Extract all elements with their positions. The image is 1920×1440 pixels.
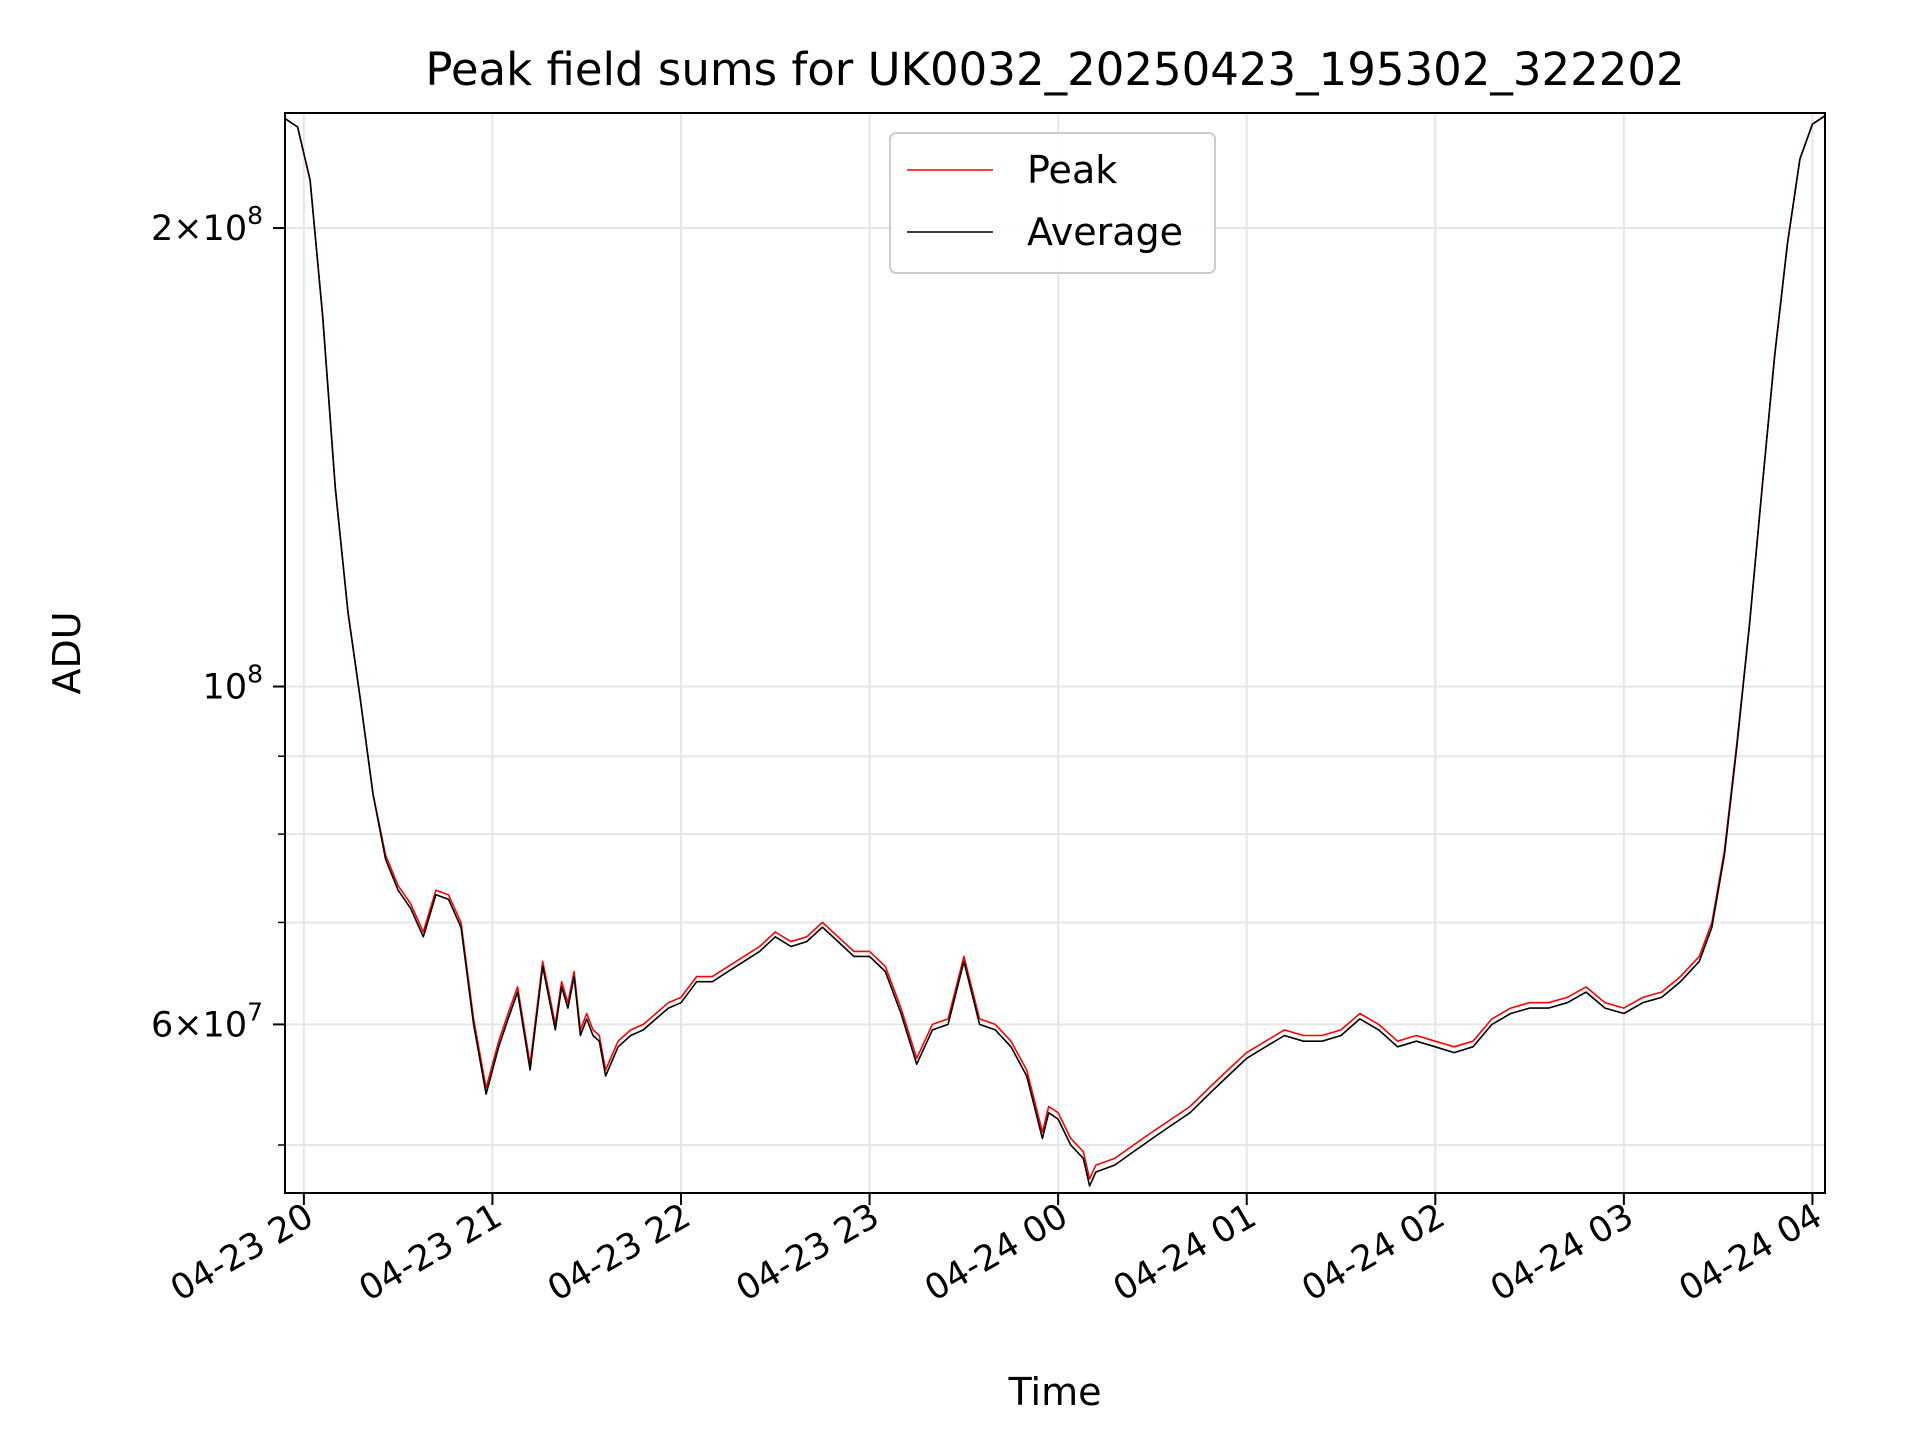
y-tick-times: ×10: [173, 209, 247, 249]
legend-label-peak: Peak: [1027, 148, 1117, 192]
y-tick-exponent: 8: [247, 201, 263, 230]
y-tick-base: 2: [151, 209, 173, 249]
y-tick-times: ×10: [173, 1005, 247, 1045]
x-axis-label: Time: [1008, 1370, 1102, 1414]
y-tick-ten: 10: [203, 668, 248, 708]
y-tick-exponent: 8: [247, 660, 263, 689]
y-axis-label: ADU: [45, 611, 89, 694]
y-tick-exponent: 7: [247, 997, 263, 1026]
y-tick-label: 108: [203, 660, 263, 708]
series-line-peak: [284, 115, 1826, 1180]
grid: [285, 113, 1825, 1193]
legend: Peak Average: [889, 132, 1216, 274]
chart-title: Peak field sums for UK0032_20250423_1953…: [425, 43, 1684, 96]
legend-box: [889, 132, 1216, 274]
series-layer: [284, 115, 1826, 1187]
plot-frame: [284, 112, 1826, 1194]
y-tick-label: 6×107: [151, 997, 263, 1045]
series-line-average: [284, 115, 1826, 1187]
y-tick-label: 2×108: [151, 201, 263, 249]
legend-label-average: Average: [1027, 210, 1183, 254]
y-tick-base: 6: [151, 1005, 173, 1045]
